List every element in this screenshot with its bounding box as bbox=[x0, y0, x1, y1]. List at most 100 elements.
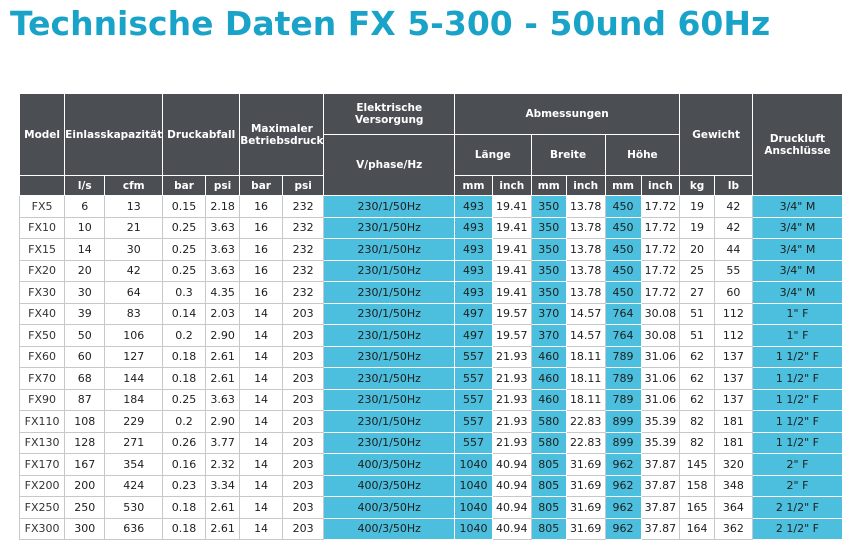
cell-breite-mm: 350 bbox=[530, 281, 567, 304]
cell-breite-inch: 18.11 bbox=[565, 388, 606, 411]
cell-druckabfall-bar: 0.3 bbox=[162, 281, 206, 304]
cell-druckabfall-bar: 0.23 bbox=[162, 474, 206, 497]
cell-laenge-inch: 21.93 bbox=[491, 388, 532, 411]
cell-gewicht-lb: 42 bbox=[713, 195, 753, 218]
cell-druckabfall-psi: 2.03 bbox=[204, 302, 241, 325]
header-abmessungen: Abmessungen bbox=[453, 93, 681, 135]
cell-gewicht-lb: 112 bbox=[713, 324, 753, 347]
cell-betriebsdruck-psi: 232 bbox=[281, 281, 325, 304]
table-row: FX5 6 13 0.15 2.18 16 232 230/1/50Hz 493 19.41 350… bbox=[18, 195, 843, 218]
cell-hoehe-inch: 35.39 bbox=[640, 431, 681, 454]
cell-breite-mm: 350 bbox=[530, 195, 567, 218]
cell-druckabfall-bar: 0.25 bbox=[162, 238, 206, 261]
cell-hoehe-inch: 31.06 bbox=[640, 388, 681, 411]
unit-cfm: cfm bbox=[104, 175, 164, 196]
cell-laenge-mm: 497 bbox=[453, 302, 493, 325]
cell-betriebsdruck-bar: 14 bbox=[239, 410, 283, 433]
cell-hoehe-inch: 17.72 bbox=[640, 281, 681, 304]
cell-druckabfall-bar: 0.2 bbox=[162, 410, 206, 433]
cell-anschluss: 3/4" M bbox=[751, 195, 843, 218]
cell-hoehe-mm: 789 bbox=[604, 345, 642, 368]
model-unit-spacer bbox=[18, 175, 66, 196]
cell-model: FX250 bbox=[18, 496, 66, 519]
cell-druckabfall-psi: 2.61 bbox=[204, 496, 241, 519]
cell-breite-mm: 460 bbox=[530, 367, 567, 390]
cell-versorgung: 230/1/50Hz bbox=[323, 324, 455, 347]
unit-inch: inch bbox=[640, 175, 681, 196]
cell-hoehe-inch: 17.72 bbox=[640, 195, 681, 218]
cell-cfm: 144 bbox=[104, 367, 164, 390]
cell-anschluss: 1 1/2" F bbox=[751, 431, 843, 454]
cell-anschluss: 1 1/2" F bbox=[751, 410, 843, 433]
cell-hoehe-mm: 764 bbox=[604, 302, 642, 325]
table-row: FX20 20 42 0.25 3.63 16 232 230/1/50Hz 493 19.41 3… bbox=[18, 259, 843, 282]
cell-versorgung: 230/1/50Hz bbox=[323, 367, 455, 390]
header-model: Model bbox=[18, 93, 66, 176]
cell-cfm: 106 bbox=[104, 324, 164, 347]
cell-anschluss: 1 1/2" F bbox=[751, 367, 843, 390]
cell-hoehe-mm: 899 bbox=[604, 431, 642, 454]
cell-gewicht-kg: 164 bbox=[679, 517, 715, 540]
cell-druckabfall-bar: 0.18 bbox=[162, 367, 206, 390]
cell-betriebsdruck-psi: 232 bbox=[281, 259, 325, 282]
cell-gewicht-kg: 62 bbox=[679, 345, 715, 368]
unit-kg: kg bbox=[679, 175, 715, 196]
cell-breite-inch: 31.69 bbox=[565, 474, 606, 497]
cell-druckabfall-bar: 0.26 bbox=[162, 431, 206, 454]
unit-lb: lb bbox=[713, 175, 753, 196]
header-elektrische-versorgung: Elektrische Versorgung bbox=[323, 93, 455, 135]
cell-breite-inch: 13.78 bbox=[565, 195, 606, 218]
cell-betriebsdruck-bar: 14 bbox=[239, 453, 283, 476]
table-row: FX70 68 144 0.18 2.61 14 203 230/1/50Hz 557 21.93… bbox=[18, 367, 843, 390]
table-row: FX250 250 530 0.18 2.61 14 203 400/3/50Hz 1040 40… bbox=[18, 496, 843, 519]
cell-druckabfall-psi: 3.63 bbox=[204, 388, 241, 411]
cell-cfm: 530 bbox=[104, 496, 164, 519]
cell-l-s: 39 bbox=[64, 302, 106, 325]
cell-gewicht-kg: 62 bbox=[679, 388, 715, 411]
table-row: FX50 50 106 0.2 2.90 14 203 230/1/50Hz 497 19.57 3… bbox=[18, 324, 843, 347]
cell-druckabfall-bar: 0.18 bbox=[162, 517, 206, 540]
cell-model: FX15 bbox=[18, 238, 66, 261]
header-druckabfall: Druckabfall bbox=[162, 93, 241, 176]
unit-mm: mm bbox=[453, 175, 493, 196]
cell-laenge-mm: 557 bbox=[453, 345, 493, 368]
cell-laenge-inch: 19.41 bbox=[491, 259, 532, 282]
table-row: FX10 10 21 0.25 3.63 16 232 230/1/50Hz 493 19.41 3… bbox=[18, 216, 843, 239]
cell-hoehe-mm: 962 bbox=[604, 453, 642, 476]
cell-versorgung: 230/1/50Hz bbox=[323, 216, 455, 239]
cell-betriebsdruck-bar: 14 bbox=[239, 324, 283, 347]
header-max-betriebsdruck: Maximaler Betriebsdruck bbox=[239, 93, 325, 176]
cell-cfm: 424 bbox=[104, 474, 164, 497]
cell-laenge-inch: 19.41 bbox=[491, 216, 532, 239]
cell-druckabfall-psi: 2.90 bbox=[204, 324, 241, 347]
header-hoehe: Höhe bbox=[604, 134, 681, 176]
unit-bar: bar bbox=[162, 175, 206, 196]
cell-hoehe-inch: 17.72 bbox=[640, 216, 681, 239]
cell-hoehe-inch: 31.06 bbox=[640, 367, 681, 390]
table-header: Model Einlasskapazität Druckabfall Maxim… bbox=[18, 93, 843, 196]
cell-cfm: 354 bbox=[104, 453, 164, 476]
cell-breite-inch: 13.78 bbox=[565, 281, 606, 304]
cell-gewicht-lb: 112 bbox=[713, 302, 753, 325]
cell-druckabfall-bar: 0.18 bbox=[162, 496, 206, 519]
cell-versorgung: 400/3/50Hz bbox=[323, 517, 455, 540]
cell-laenge-mm: 1040 bbox=[453, 496, 493, 519]
cell-gewicht-kg: 82 bbox=[679, 431, 715, 454]
cell-betriebsdruck-psi: 232 bbox=[281, 195, 325, 218]
unit-mm: mm bbox=[604, 175, 642, 196]
cell-gewicht-lb: 348 bbox=[713, 474, 753, 497]
header-einlass: Einlasskapazität bbox=[64, 93, 164, 176]
cell-versorgung: 230/1/50Hz bbox=[323, 431, 455, 454]
cell-anschluss: 1" F bbox=[751, 302, 843, 325]
header-gewicht: Gewicht bbox=[679, 93, 753, 176]
cell-laenge-inch: 19.57 bbox=[491, 302, 532, 325]
cell-betriebsdruck-bar: 14 bbox=[239, 302, 283, 325]
cell-gewicht-lb: 137 bbox=[713, 367, 753, 390]
cell-laenge-mm: 557 bbox=[453, 367, 493, 390]
cell-gewicht-kg: 62 bbox=[679, 367, 715, 390]
cell-versorgung: 230/1/50Hz bbox=[323, 259, 455, 282]
cell-breite-inch: 13.78 bbox=[565, 238, 606, 261]
cell-hoehe-inch: 37.87 bbox=[640, 453, 681, 476]
cell-laenge-inch: 19.41 bbox=[491, 281, 532, 304]
cell-gewicht-lb: 181 bbox=[713, 410, 753, 433]
